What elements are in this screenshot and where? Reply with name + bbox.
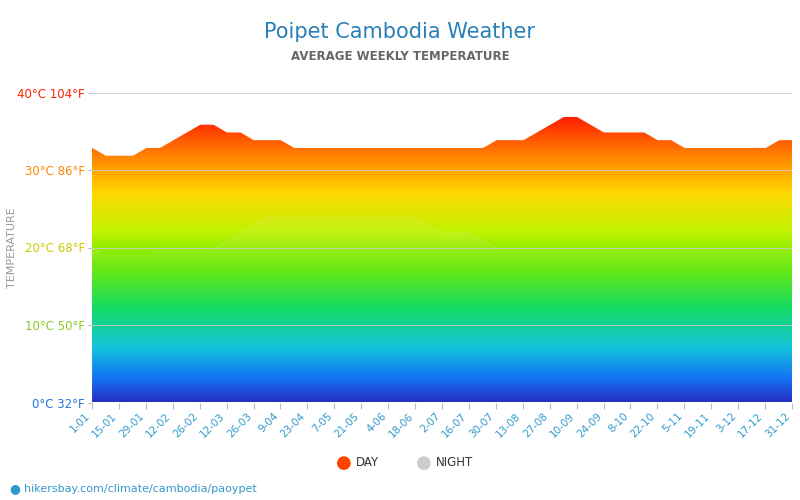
Text: NIGHT: NIGHT xyxy=(436,456,474,469)
Text: ●: ● xyxy=(336,454,352,471)
Text: AVERAGE WEEKLY TEMPERATURE: AVERAGE WEEKLY TEMPERATURE xyxy=(290,50,510,63)
Text: Poipet Cambodia Weather: Poipet Cambodia Weather xyxy=(265,22,535,42)
Text: hikersbay.com/climate/cambodia/paoypet: hikersbay.com/climate/cambodia/paoypet xyxy=(24,484,257,494)
Text: ●: ● xyxy=(416,454,432,471)
Y-axis label: TEMPERATURE: TEMPERATURE xyxy=(7,207,17,288)
Text: DAY: DAY xyxy=(356,456,379,469)
Text: ●: ● xyxy=(10,482,21,496)
